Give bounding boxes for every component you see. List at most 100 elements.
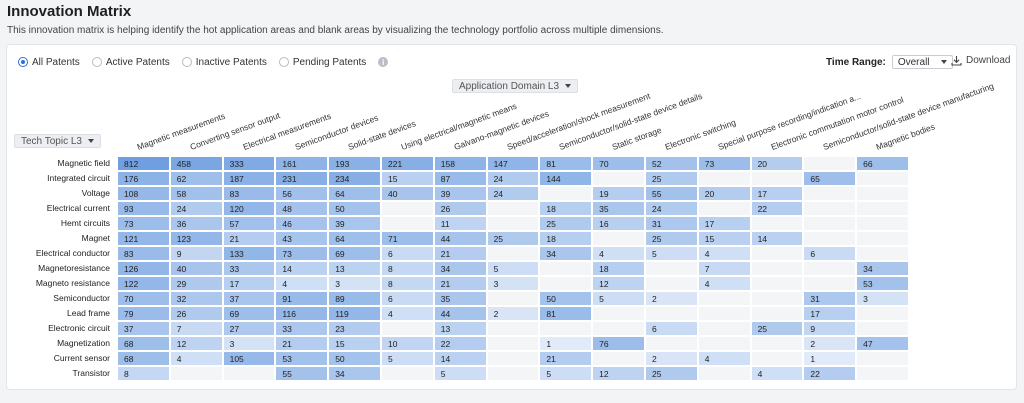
matrix-cell[interactable] — [698, 201, 751, 216]
matrix-cell[interactable]: 87 — [434, 171, 487, 186]
matrix-cell[interactable]: 6 — [381, 246, 434, 261]
matrix-cell[interactable]: 121 — [117, 231, 170, 246]
matrix-cell[interactable]: 25 — [539, 216, 592, 231]
matrix-cell[interactable]: 33 — [275, 321, 328, 336]
matrix-cell[interactable]: 5 — [381, 351, 434, 366]
matrix-cell[interactable]: 221 — [381, 156, 434, 171]
matrix-cell[interactable]: 133 — [223, 246, 276, 261]
matrix-cell[interactable]: 69 — [223, 306, 276, 321]
matrix-cell[interactable] — [803, 231, 856, 246]
matrix-cell[interactable]: 5 — [592, 291, 645, 306]
matrix-cell[interactable]: 21 — [275, 336, 328, 351]
matrix-cell[interactable]: 12 — [592, 366, 645, 381]
matrix-cell[interactable]: 83 — [223, 186, 276, 201]
matrix-cell[interactable]: 43 — [275, 231, 328, 246]
matrix-cell[interactable]: 53 — [856, 276, 909, 291]
matrix-cell[interactable]: 5 — [434, 366, 487, 381]
matrix-cell[interactable]: 91 — [275, 291, 328, 306]
matrix-cell[interactable] — [803, 156, 856, 171]
matrix-cell[interactable] — [751, 261, 804, 276]
matrix-cell[interactable]: 55 — [275, 366, 328, 381]
matrix-cell[interactable] — [856, 216, 909, 231]
matrix-cell[interactable]: 108 — [117, 186, 170, 201]
matrix-cell[interactable] — [856, 306, 909, 321]
matrix-cell[interactable]: 81 — [539, 156, 592, 171]
matrix-cell[interactable] — [592, 231, 645, 246]
matrix-cell[interactable] — [856, 351, 909, 366]
matrix-cell[interactable] — [856, 246, 909, 261]
matrix-cell[interactable]: 36 — [170, 216, 223, 231]
matrix-cell[interactable] — [645, 261, 698, 276]
radio-inactive-patents[interactable]: Inactive Patents — [182, 57, 267, 68]
matrix-cell[interactable]: 11 — [434, 216, 487, 231]
matrix-cell[interactable]: 105 — [223, 351, 276, 366]
matrix-cell[interactable]: 39 — [328, 216, 381, 231]
matrix-cell[interactable]: 4 — [751, 366, 804, 381]
matrix-cell[interactable]: 25 — [487, 231, 540, 246]
matrix-cell[interactable]: 8 — [117, 366, 170, 381]
matrix-cell[interactable]: 4 — [698, 351, 751, 366]
matrix-cell[interactable]: 44 — [434, 306, 487, 321]
matrix-cell[interactable]: 48 — [275, 201, 328, 216]
matrix-cell[interactable]: 18 — [539, 231, 592, 246]
matrix-cell[interactable] — [803, 216, 856, 231]
matrix-cell[interactable]: 193 — [328, 156, 381, 171]
matrix-cell[interactable]: 4 — [698, 246, 751, 261]
matrix-cell[interactable]: 17 — [698, 216, 751, 231]
matrix-cell[interactable]: 73 — [698, 156, 751, 171]
info-icon[interactable]: i — [378, 57, 388, 67]
matrix-cell[interactable]: 79 — [117, 306, 170, 321]
matrix-cell[interactable]: 144 — [539, 171, 592, 186]
matrix-cell[interactable]: 83 — [117, 246, 170, 261]
matrix-cell[interactable]: 56 — [275, 186, 328, 201]
matrix-cell[interactable] — [856, 321, 909, 336]
matrix-cell[interactable]: 37 — [117, 321, 170, 336]
matrix-cell[interactable]: 122 — [117, 276, 170, 291]
matrix-cell[interactable]: 46 — [275, 216, 328, 231]
matrix-cell[interactable]: 31 — [645, 216, 698, 231]
matrix-cell[interactable] — [751, 291, 804, 306]
matrix-cell[interactable] — [645, 276, 698, 291]
matrix-cell[interactable]: 3 — [223, 336, 276, 351]
matrix-cell[interactable]: 24 — [170, 201, 223, 216]
matrix-cell[interactable]: 24 — [487, 186, 540, 201]
matrix-cell[interactable]: 31 — [803, 291, 856, 306]
matrix-cell[interactable]: 52 — [645, 156, 698, 171]
matrix-cell[interactable]: 126 — [117, 261, 170, 276]
matrix-cell[interactable] — [751, 171, 804, 186]
matrix-cell[interactable]: 8 — [381, 261, 434, 276]
matrix-cell[interactable]: 57 — [223, 216, 276, 231]
matrix-cell[interactable]: 5 — [487, 261, 540, 276]
matrix-cell[interactable]: 27 — [223, 321, 276, 336]
matrix-cell[interactable]: 21 — [223, 231, 276, 246]
matrix-cell[interactable]: 14 — [275, 261, 328, 276]
matrix-cell[interactable]: 1 — [539, 336, 592, 351]
matrix-cell[interactable]: 26 — [170, 306, 223, 321]
matrix-cell[interactable]: 13 — [434, 321, 487, 336]
matrix-cell[interactable] — [698, 291, 751, 306]
matrix-cell[interactable]: 68 — [117, 336, 170, 351]
matrix-cell[interactable]: 58 — [170, 186, 223, 201]
matrix-cell[interactable]: 458 — [170, 156, 223, 171]
radio-pending-patents[interactable]: Pending Patents — [279, 57, 366, 68]
matrix-cell[interactable]: 333 — [223, 156, 276, 171]
matrix-cell[interactable]: 116 — [275, 306, 328, 321]
matrix-cell[interactable]: 34 — [434, 261, 487, 276]
download-button[interactable]: Download — [951, 55, 1010, 66]
matrix-cell[interactable]: 71 — [381, 231, 434, 246]
matrix-cell[interactable]: 9 — [803, 321, 856, 336]
matrix-cell[interactable] — [803, 261, 856, 276]
matrix-cell[interactable]: 3 — [487, 276, 540, 291]
matrix-cell[interactable]: 14 — [434, 351, 487, 366]
matrix-cell[interactable]: 34 — [856, 261, 909, 276]
matrix-cell[interactable] — [539, 261, 592, 276]
matrix-cell[interactable]: 123 — [170, 231, 223, 246]
matrix-cell[interactable] — [751, 351, 804, 366]
matrix-cell[interactable]: 10 — [381, 336, 434, 351]
matrix-cell[interactable]: 25 — [645, 231, 698, 246]
matrix-cell[interactable]: 6 — [645, 321, 698, 336]
matrix-cell[interactable] — [539, 276, 592, 291]
matrix-cell[interactable] — [487, 321, 540, 336]
matrix-cell[interactable]: 158 — [434, 156, 487, 171]
matrix-cell[interactable]: 120 — [223, 201, 276, 216]
